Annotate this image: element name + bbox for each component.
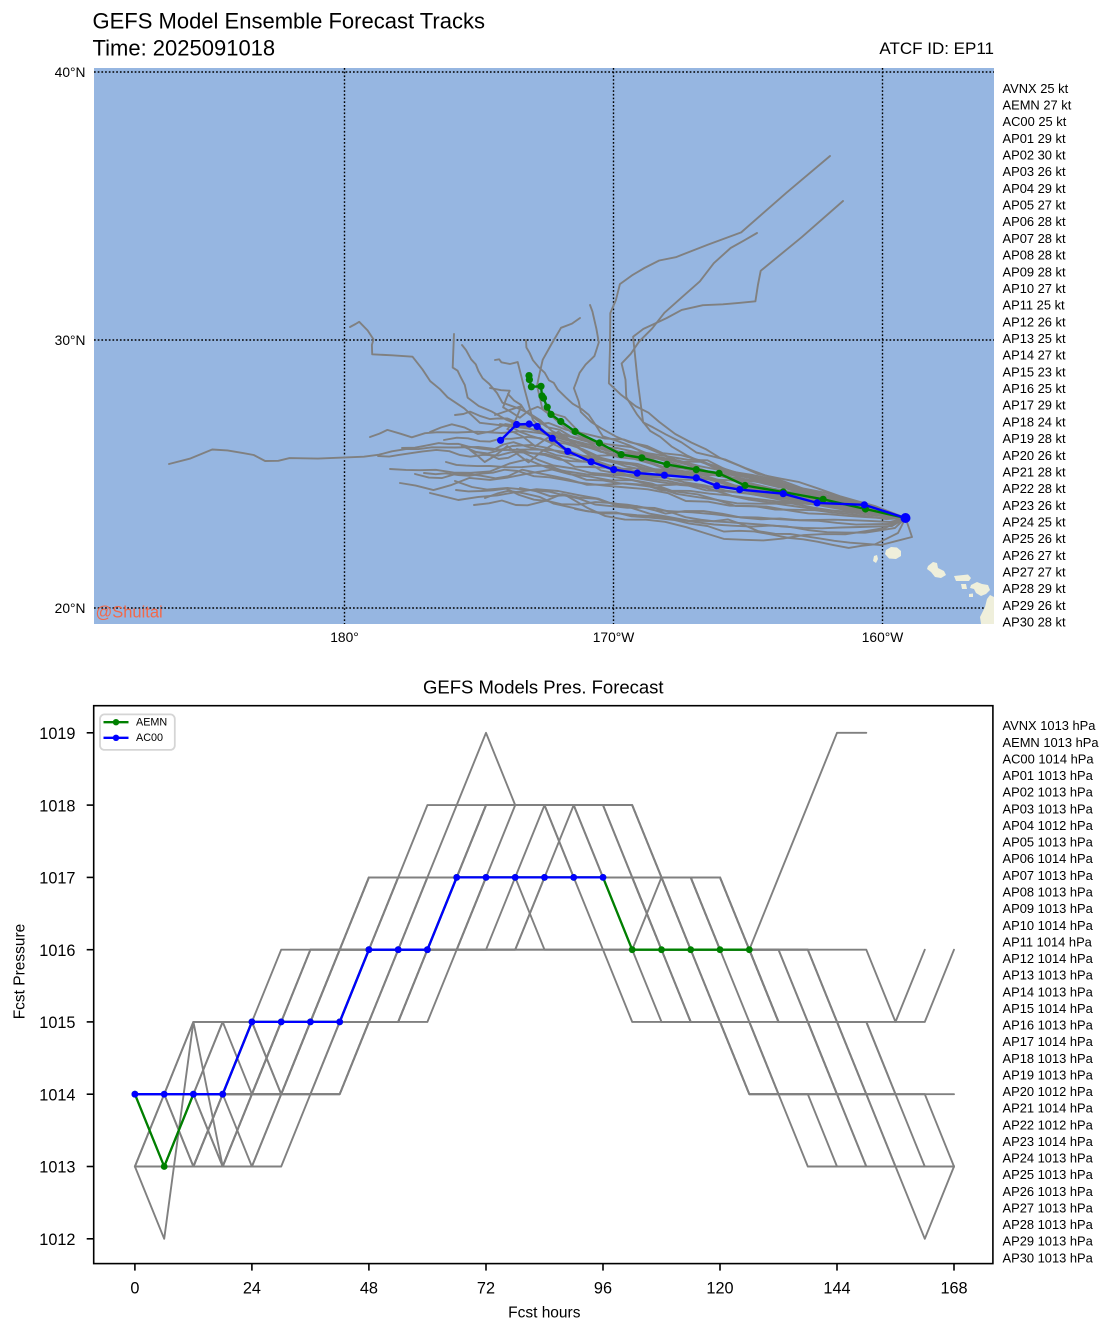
svg-text:AP12 26 kt: AP12 26 kt [1003,314,1066,329]
svg-text:AP26 1013 hPa: AP26 1013 hPa [1003,1184,1094,1199]
svg-text:AVNX 25 kt: AVNX 25 kt [1003,81,1069,96]
svg-text:AP12 1014 hPa: AP12 1014 hPa [1003,951,1094,966]
svg-text:AEMN: AEMN [136,717,167,729]
svg-text:0: 0 [130,1280,139,1298]
svg-text:AP13 25 kt: AP13 25 kt [1003,331,1066,346]
svg-text:AP29 26 kt: AP29 26 kt [1003,598,1066,613]
svg-text:AP04 29 kt: AP04 29 kt [1003,181,1066,196]
svg-text:72: 72 [477,1280,495,1298]
svg-text:AP13 1013 hPa: AP13 1013 hPa [1003,968,1094,983]
svg-text:1018: 1018 [39,797,75,815]
svg-text:1014: 1014 [39,1086,75,1104]
svg-text:AP29 1013 hPa: AP29 1013 hPa [1003,1234,1094,1249]
svg-text:AP21 28 kt: AP21 28 kt [1003,464,1066,479]
svg-text:AP23 26 kt: AP23 26 kt [1003,498,1066,513]
svg-text:AP09 28 kt: AP09 28 kt [1003,264,1066,279]
svg-text:AP24 1013 hPa: AP24 1013 hPa [1003,1151,1094,1166]
svg-text:Fcst hours: Fcst hours [508,1305,581,1322]
svg-text:AP17 1014 hPa: AP17 1014 hPa [1003,1034,1094,1049]
svg-text:AP06 28 kt: AP06 28 kt [1003,214,1066,229]
svg-text:30°N: 30°N [55,333,86,348]
svg-text:AP03 26 kt: AP03 26 kt [1003,164,1066,179]
svg-text:Fcst Pressure: Fcst Pressure [12,924,29,1020]
svg-text:AP22 28 kt: AP22 28 kt [1003,481,1066,496]
svg-text:1016: 1016 [39,942,75,960]
svg-text:AP25 26 kt: AP25 26 kt [1003,531,1066,546]
svg-text:AP02 30 kt: AP02 30 kt [1003,148,1066,163]
svg-text:120: 120 [706,1280,733,1298]
svg-text:AP08 28 kt: AP08 28 kt [1003,248,1066,263]
svg-text:180°: 180° [330,630,359,645]
svg-text:AP18 24 kt: AP18 24 kt [1003,414,1066,429]
svg-text:AP30 28 kt: AP30 28 kt [1003,615,1066,630]
svg-text:AP04 1012 hPa: AP04 1012 hPa [1003,818,1094,833]
svg-text:GEFS Model Ensemble Forecast T: GEFS Model Ensemble Forecast Tracks [93,9,485,34]
svg-text:AP02 1013 hPa: AP02 1013 hPa [1003,785,1094,800]
svg-text:AP11 1014 hPa: AP11 1014 hPa [1003,934,1093,949]
svg-text:Time: 2025091018: Time: 2025091018 [93,36,276,61]
svg-text:AP28 1013 hPa: AP28 1013 hPa [1003,1217,1094,1232]
svg-text:AP16 1013 hPa: AP16 1013 hPa [1003,1018,1094,1033]
svg-text:AP20 1012 hPa: AP20 1012 hPa [1003,1084,1094,1099]
svg-text:AP07 28 kt: AP07 28 kt [1003,231,1066,246]
svg-text:144: 144 [823,1280,850,1298]
svg-text:AP20 26 kt: AP20 26 kt [1003,448,1066,463]
svg-text:AP18 1013 hPa: AP18 1013 hPa [1003,1051,1094,1066]
svg-text:AP21 1014 hPa: AP21 1014 hPa [1003,1101,1094,1116]
svg-text:AP14 27 kt: AP14 27 kt [1003,348,1066,363]
svg-text:AP06 1014 hPa: AP06 1014 hPa [1003,851,1094,866]
svg-text:AP15 23 kt: AP15 23 kt [1003,364,1066,379]
svg-text:AP01 29 kt: AP01 29 kt [1003,131,1066,146]
svg-text:AP22 1012 hPa: AP22 1012 hPa [1003,1117,1094,1132]
svg-text:AP17 29 kt: AP17 29 kt [1003,398,1066,413]
svg-text:1019: 1019 [39,725,75,743]
svg-text:24: 24 [243,1280,261,1298]
svg-text:AP16 25 kt: AP16 25 kt [1003,381,1066,396]
svg-text:AC00 1014 hPa: AC00 1014 hPa [1003,751,1095,766]
svg-text:AC00 25 kt: AC00 25 kt [1003,114,1067,129]
svg-text:AP11 25 kt: AP11 25 kt [1003,298,1066,313]
svg-text:AP19 28 kt: AP19 28 kt [1003,431,1066,446]
svg-text:AP07 1013 hPa: AP07 1013 hPa [1003,868,1094,883]
svg-text:AP27 1013 hPa: AP27 1013 hPa [1003,1200,1094,1215]
svg-text:AP19 1013 hPa: AP19 1013 hPa [1003,1067,1094,1082]
svg-text:40°N: 40°N [55,65,86,80]
svg-text:AP05 1013 hPa: AP05 1013 hPa [1003,835,1094,850]
svg-text:48: 48 [360,1280,378,1298]
svg-text:AP10 27 kt: AP10 27 kt [1003,281,1066,296]
svg-text:AP09 1013 hPa: AP09 1013 hPa [1003,901,1094,916]
svg-text:AP28 29 kt: AP28 29 kt [1003,581,1066,596]
svg-text:160°W: 160°W [862,630,904,645]
svg-text:1013: 1013 [39,1159,75,1177]
svg-text:AP01 1013 hPa: AP01 1013 hPa [1003,768,1094,783]
svg-text:AP10 1014 hPa: AP10 1014 hPa [1003,918,1094,933]
svg-text:AP26 27 kt: AP26 27 kt [1003,548,1066,563]
svg-text:AP15 1014 hPa: AP15 1014 hPa [1003,1001,1094,1016]
svg-text:AP05 27 kt: AP05 27 kt [1003,198,1066,213]
svg-text:AC00: AC00 [136,732,163,744]
svg-text:AP24 25 kt: AP24 25 kt [1003,514,1066,529]
svg-text:20°N: 20°N [55,601,86,616]
svg-text:@Shuitai: @Shuitai [96,604,163,622]
svg-text:GEFS Models Pres. Forecast: GEFS Models Pres. Forecast [423,677,664,698]
svg-text:AEMN 1013 hPa: AEMN 1013 hPa [1003,735,1100,750]
svg-text:AP08 1013 hPa: AP08 1013 hPa [1003,885,1094,900]
svg-text:AEMN 27 kt: AEMN 27 kt [1003,97,1072,112]
svg-text:1017: 1017 [39,870,75,888]
svg-text:AP03 1013 hPa: AP03 1013 hPa [1003,801,1094,816]
svg-text:96: 96 [594,1280,612,1298]
svg-text:168: 168 [940,1280,967,1298]
svg-text:1012: 1012 [39,1231,75,1249]
svg-text:ATCF ID: EP11: ATCF ID: EP11 [879,39,994,58]
svg-text:AVNX 1013 hPa: AVNX 1013 hPa [1003,718,1097,733]
svg-text:AP27 27 kt: AP27 27 kt [1003,565,1066,580]
svg-text:AP23 1014 hPa: AP23 1014 hPa [1003,1134,1094,1149]
svg-text:AP25 1013 hPa: AP25 1013 hPa [1003,1167,1094,1182]
svg-text:1015: 1015 [39,1014,75,1032]
svg-text:AP30 1013 hPa: AP30 1013 hPa [1003,1250,1094,1265]
svg-text:170°W: 170°W [593,630,635,645]
svg-text:AP14 1013 hPa: AP14 1013 hPa [1003,984,1094,999]
